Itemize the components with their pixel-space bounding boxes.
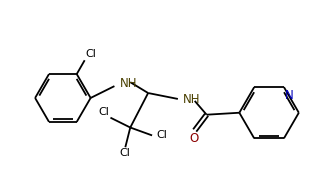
Text: O: O: [189, 132, 198, 145]
Text: Cl: Cl: [119, 148, 130, 158]
Text: NH: NH: [120, 77, 138, 90]
Text: Cl: Cl: [98, 107, 110, 117]
Text: Cl: Cl: [86, 49, 97, 59]
Text: NH: NH: [183, 93, 200, 106]
Text: Cl: Cl: [156, 130, 167, 140]
Text: N: N: [285, 89, 294, 102]
